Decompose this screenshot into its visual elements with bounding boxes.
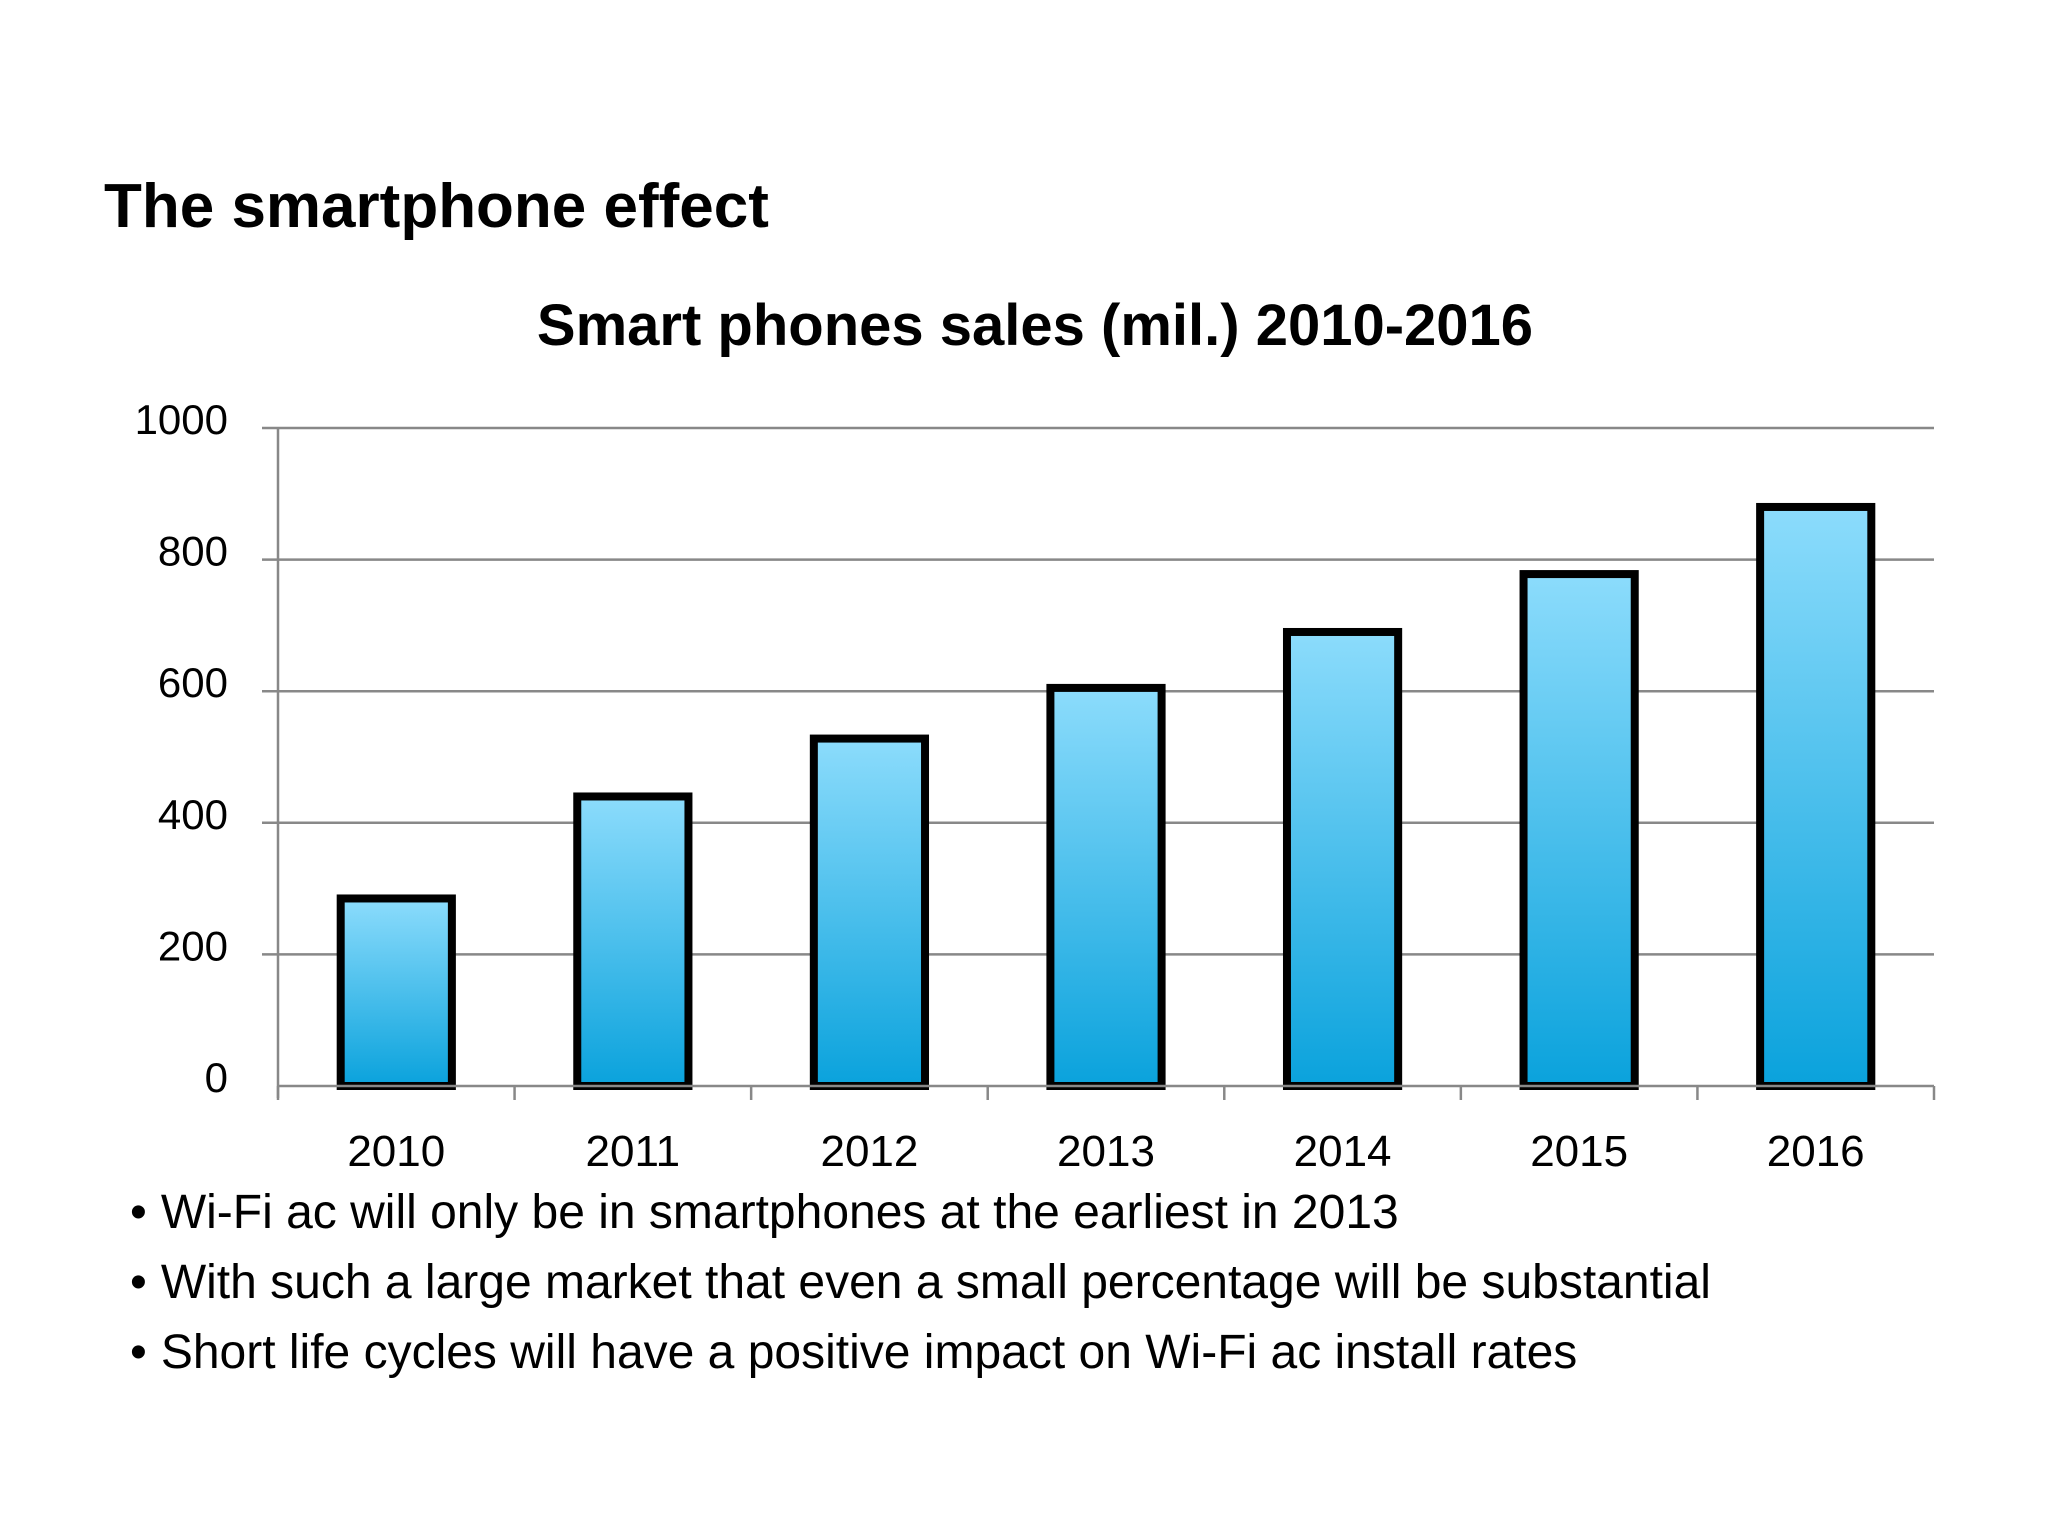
y-tick-label: 800 xyxy=(158,528,228,575)
x-tick-label: 2016 xyxy=(1767,1127,1865,1176)
y-tick-label: 400 xyxy=(158,791,228,838)
x-tick-labels: 2010 2011 2012 2013 2014 2015 2016 xyxy=(347,1127,1864,1176)
x-tick-label: 2010 xyxy=(347,1127,445,1176)
y-tick-labels: 0 200 400 600 800 1000 xyxy=(135,396,228,1101)
bars xyxy=(336,502,1876,1090)
slide-title: The smartphone effect xyxy=(104,172,769,241)
bar-2010 xyxy=(336,894,456,1090)
bar-2012 xyxy=(809,734,930,1090)
bullet-list: • Wi-Fi ac will only be in smartphones at… xyxy=(130,1178,1711,1388)
bullet-item: • With such a large market that even a sm… xyxy=(130,1256,1711,1309)
bar-2014 xyxy=(1282,627,1403,1090)
x-tick-label: 2011 xyxy=(586,1127,681,1176)
x-tick-label: 2013 xyxy=(1057,1127,1155,1176)
y-tick-label: 200 xyxy=(158,922,228,969)
bullet-item: • Wi-Fi ac will only be in smartphones at… xyxy=(130,1186,1399,1239)
y-tick-label: 1000 xyxy=(135,396,228,443)
bullet-item: • Short life cycles will have a positive … xyxy=(130,1326,1578,1379)
y-tick-label: 0 xyxy=(205,1054,228,1101)
chart-title: Smart phones sales (mil.) 2010-2016 xyxy=(537,293,1533,358)
y-tick-label: 600 xyxy=(158,659,228,706)
axes xyxy=(276,428,1936,1100)
x-tick-label: 2014 xyxy=(1294,1127,1392,1176)
x-tick-label: 2015 xyxy=(1530,1127,1628,1176)
bar-2016 xyxy=(1756,502,1876,1090)
bar-2013 xyxy=(1046,683,1166,1090)
bar-2011 xyxy=(573,792,693,1090)
x-tick-label: 2012 xyxy=(820,1127,918,1176)
bar-2015 xyxy=(1519,570,1639,1090)
